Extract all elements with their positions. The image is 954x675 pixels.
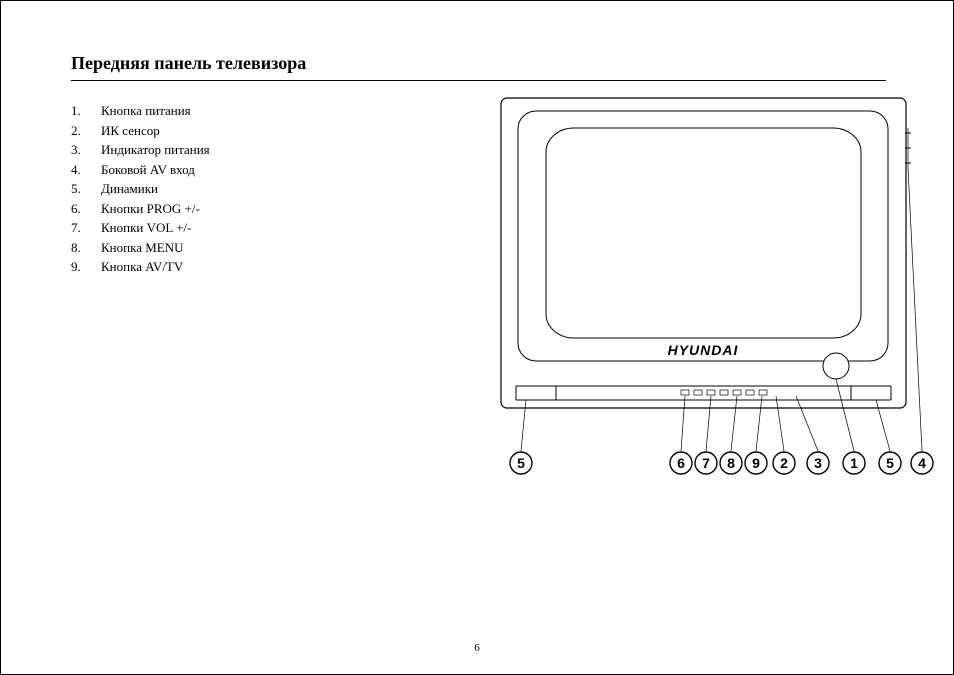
legend-label: Индикатор питания: [101, 140, 210, 160]
legend-label: Кнопка MENU: [101, 238, 184, 258]
svg-text:4: 4: [918, 455, 926, 471]
legend-label: Кнопки VOL +/-: [101, 218, 191, 238]
legend-item: 7.Кнопки VOL +/-: [71, 218, 210, 238]
legend-num: 3.: [71, 140, 101, 160]
legend-item: 8.Кнопка MENU: [71, 238, 210, 258]
legend-item: 6.Кнопки PROG +/-: [71, 199, 210, 219]
tv-diagram: HYUNDAI 5 6 7 8 9 2 3 1 5 4: [476, 93, 936, 473]
legend-num: 9.: [71, 257, 101, 277]
legend-label: Кнопки PROG +/-: [101, 199, 200, 219]
legend-item: 9.Кнопка AV/TV: [71, 257, 210, 277]
legend-num: 1.: [71, 101, 101, 121]
legend-label: Динамики: [101, 179, 158, 199]
legend-item: 4.Боковой AV вход: [71, 160, 210, 180]
legend-item: 3.Индикатор питания: [71, 140, 210, 160]
svg-text:2: 2: [780, 455, 788, 471]
svg-text:7: 7: [702, 455, 710, 471]
legend-item: 2.ИК сенсор: [71, 121, 210, 141]
svg-text:HYUNDAI: HYUNDAI: [668, 342, 739, 358]
page-number: 6: [1, 642, 953, 654]
legend-item: 5.Динамики: [71, 179, 210, 199]
legend-label: Кнопка AV/TV: [101, 257, 183, 277]
svg-text:3: 3: [814, 455, 822, 471]
legend-num: 7.: [71, 218, 101, 238]
legend-num: 6.: [71, 199, 101, 219]
legend-label: Боковой AV вход: [101, 160, 195, 180]
legend-list: 1.Кнопка питания 2.ИК сенсор 3.Индикатор…: [71, 101, 210, 277]
legend-item: 1.Кнопка питания: [71, 101, 210, 121]
legend-label: Кнопка питания: [101, 101, 191, 121]
legend-num: 8.: [71, 238, 101, 258]
svg-text:1: 1: [850, 455, 858, 471]
page-title: Передняя панель телевизора: [71, 53, 886, 81]
svg-text:8: 8: [727, 455, 735, 471]
svg-text:5: 5: [886, 455, 894, 471]
legend-num: 5.: [71, 179, 101, 199]
svg-text:9: 9: [752, 455, 760, 471]
svg-text:5: 5: [517, 455, 525, 471]
legend-num: 2.: [71, 121, 101, 141]
svg-text:6: 6: [677, 455, 685, 471]
legend-label: ИК сенсор: [101, 121, 160, 141]
legend-num: 4.: [71, 160, 101, 180]
